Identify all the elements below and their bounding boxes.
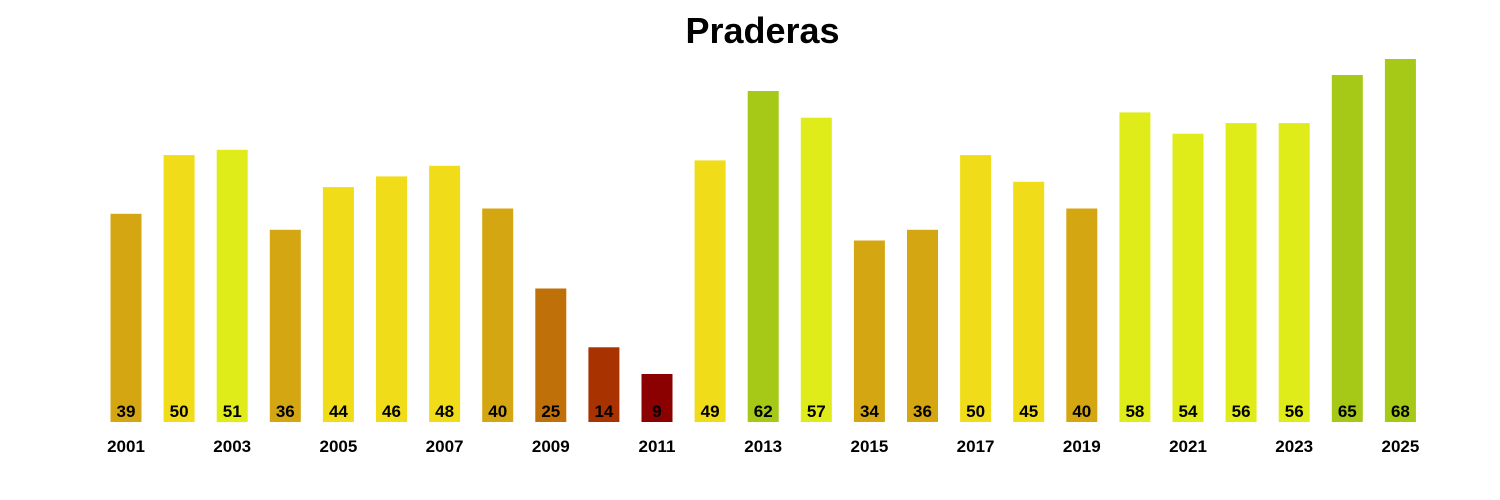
- bar-2023: [1278, 123, 1310, 422]
- bar-2013: [747, 91, 779, 422]
- data-label-2002: 50: [170, 402, 189, 421]
- data-label-2019: 40: [1072, 402, 1091, 421]
- x-tick-label-2025: 2025: [1381, 437, 1419, 456]
- bar-2009: [535, 288, 567, 422]
- bar-2016: [907, 229, 938, 422]
- data-label-2023: 56: [1285, 402, 1304, 421]
- bar-2007: [429, 165, 461, 423]
- data-label-2016: 36: [913, 402, 932, 421]
- x-tick-label-2017: 2017: [957, 437, 995, 456]
- x-tick-label-2019: 2019: [1063, 437, 1101, 456]
- chart-title: Praderas: [685, 10, 840, 51]
- x-tick-label-2003: 2003: [213, 437, 251, 456]
- data-label-2024: 65: [1338, 402, 1357, 421]
- bar-2022: [1225, 123, 1257, 422]
- x-tick-label-2009: 2009: [532, 437, 570, 456]
- bar-2015: [853, 240, 885, 422]
- bar-2018: [1013, 181, 1045, 422]
- bar-2024: [1331, 75, 1363, 422]
- x-tick-label-2023: 2023: [1275, 437, 1313, 456]
- bar-2014: [800, 117, 832, 422]
- data-label-2014: 57: [807, 402, 826, 421]
- bar-2006: [376, 176, 407, 422]
- x-tick-label-2015: 2015: [850, 437, 888, 456]
- data-label-2013: 62: [754, 402, 773, 421]
- data-label-2021: 54: [1179, 402, 1198, 421]
- data-label-2025: 68: [1391, 402, 1410, 421]
- data-label-2010: 14: [594, 402, 613, 421]
- bar-2010: [588, 347, 620, 422]
- bar-2008: [482, 208, 514, 422]
- data-label-2001: 39: [117, 402, 136, 421]
- bar-2021: [1172, 133, 1204, 422]
- x-tick-label-2011: 2011: [639, 437, 676, 456]
- bar-2017: [960, 155, 992, 422]
- x-tick-label-2007: 2007: [426, 437, 464, 456]
- data-label-2020: 58: [1125, 402, 1144, 421]
- x-tick-label-2021: 2021: [1169, 437, 1207, 456]
- data-label-2005: 44: [329, 402, 348, 421]
- bar-2011: [641, 374, 673, 422]
- data-label-2018: 45: [1019, 402, 1038, 421]
- data-label-2022: 56: [1232, 402, 1251, 421]
- bar-2025: [1384, 59, 1416, 422]
- data-label-2015: 34: [860, 402, 879, 421]
- bar-2012: [694, 160, 726, 422]
- bar-2003: [216, 149, 248, 423]
- bar-2002: [163, 155, 195, 422]
- x-tick-label-2005: 2005: [319, 437, 357, 456]
- data-label-2003: 51: [223, 402, 242, 421]
- data-label-2011: 9: [652, 402, 661, 421]
- bar-2005: [322, 187, 354, 422]
- bar-2020: [1119, 112, 1151, 423]
- x-tick-label-2001: 2001: [107, 437, 145, 456]
- data-label-2007: 48: [435, 402, 454, 421]
- data-label-2009: 25: [541, 402, 560, 421]
- bar-2001: [110, 213, 142, 422]
- data-label-2004: 36: [276, 402, 295, 421]
- bar-2004: [269, 229, 301, 422]
- data-label-2008: 40: [488, 402, 507, 421]
- data-label-2012: 49: [701, 402, 720, 421]
- data-label-2006: 46: [382, 402, 401, 421]
- x-tick-label-2013: 2013: [744, 437, 782, 456]
- bar-2019: [1066, 208, 1098, 422]
- data-label-2017: 50: [966, 402, 985, 421]
